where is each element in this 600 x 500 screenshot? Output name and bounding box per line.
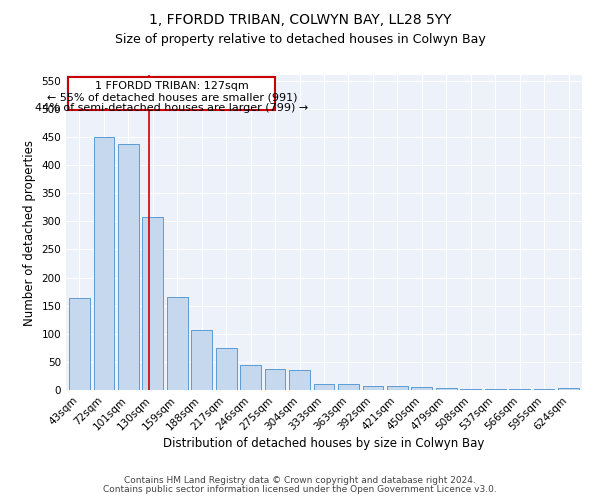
Bar — [167, 297, 188, 390]
Bar — [240, 365, 261, 390]
Bar — [436, 388, 457, 390]
Bar — [412, 387, 432, 390]
Text: 1, FFORDD TRIBAN, COLWYN BAY, LL28 5YY: 1, FFORDD TRIBAN, COLWYN BAY, LL28 5YY — [149, 12, 451, 26]
Bar — [314, 384, 334, 390]
Bar — [362, 386, 383, 390]
Bar — [460, 389, 481, 390]
Text: Size of property relative to detached houses in Colwyn Bay: Size of property relative to detached ho… — [115, 32, 485, 46]
Text: 44% of semi-detached houses are larger (799) →: 44% of semi-detached houses are larger (… — [35, 103, 308, 113]
Bar — [265, 369, 286, 390]
Bar — [485, 389, 506, 390]
FancyBboxPatch shape — [68, 76, 275, 110]
Bar — [289, 370, 310, 390]
Y-axis label: Number of detached properties: Number of detached properties — [23, 140, 36, 326]
Bar — [191, 330, 212, 390]
Bar — [142, 218, 163, 390]
Text: ← 55% of detached houses are smaller (991): ← 55% of detached houses are smaller (99… — [47, 92, 297, 102]
Bar — [338, 384, 359, 390]
Text: Contains HM Land Registry data © Crown copyright and database right 2024.: Contains HM Land Registry data © Crown c… — [124, 476, 476, 485]
Bar — [558, 388, 579, 390]
Bar — [118, 144, 139, 390]
Text: 1 FFORDD TRIBAN: 127sqm: 1 FFORDD TRIBAN: 127sqm — [95, 81, 248, 91]
Bar — [216, 348, 236, 390]
Bar — [387, 386, 408, 390]
Bar — [69, 298, 90, 390]
Text: Contains public sector information licensed under the Open Government Licence v3: Contains public sector information licen… — [103, 485, 497, 494]
Bar — [94, 137, 114, 390]
X-axis label: Distribution of detached houses by size in Colwyn Bay: Distribution of detached houses by size … — [163, 438, 485, 450]
